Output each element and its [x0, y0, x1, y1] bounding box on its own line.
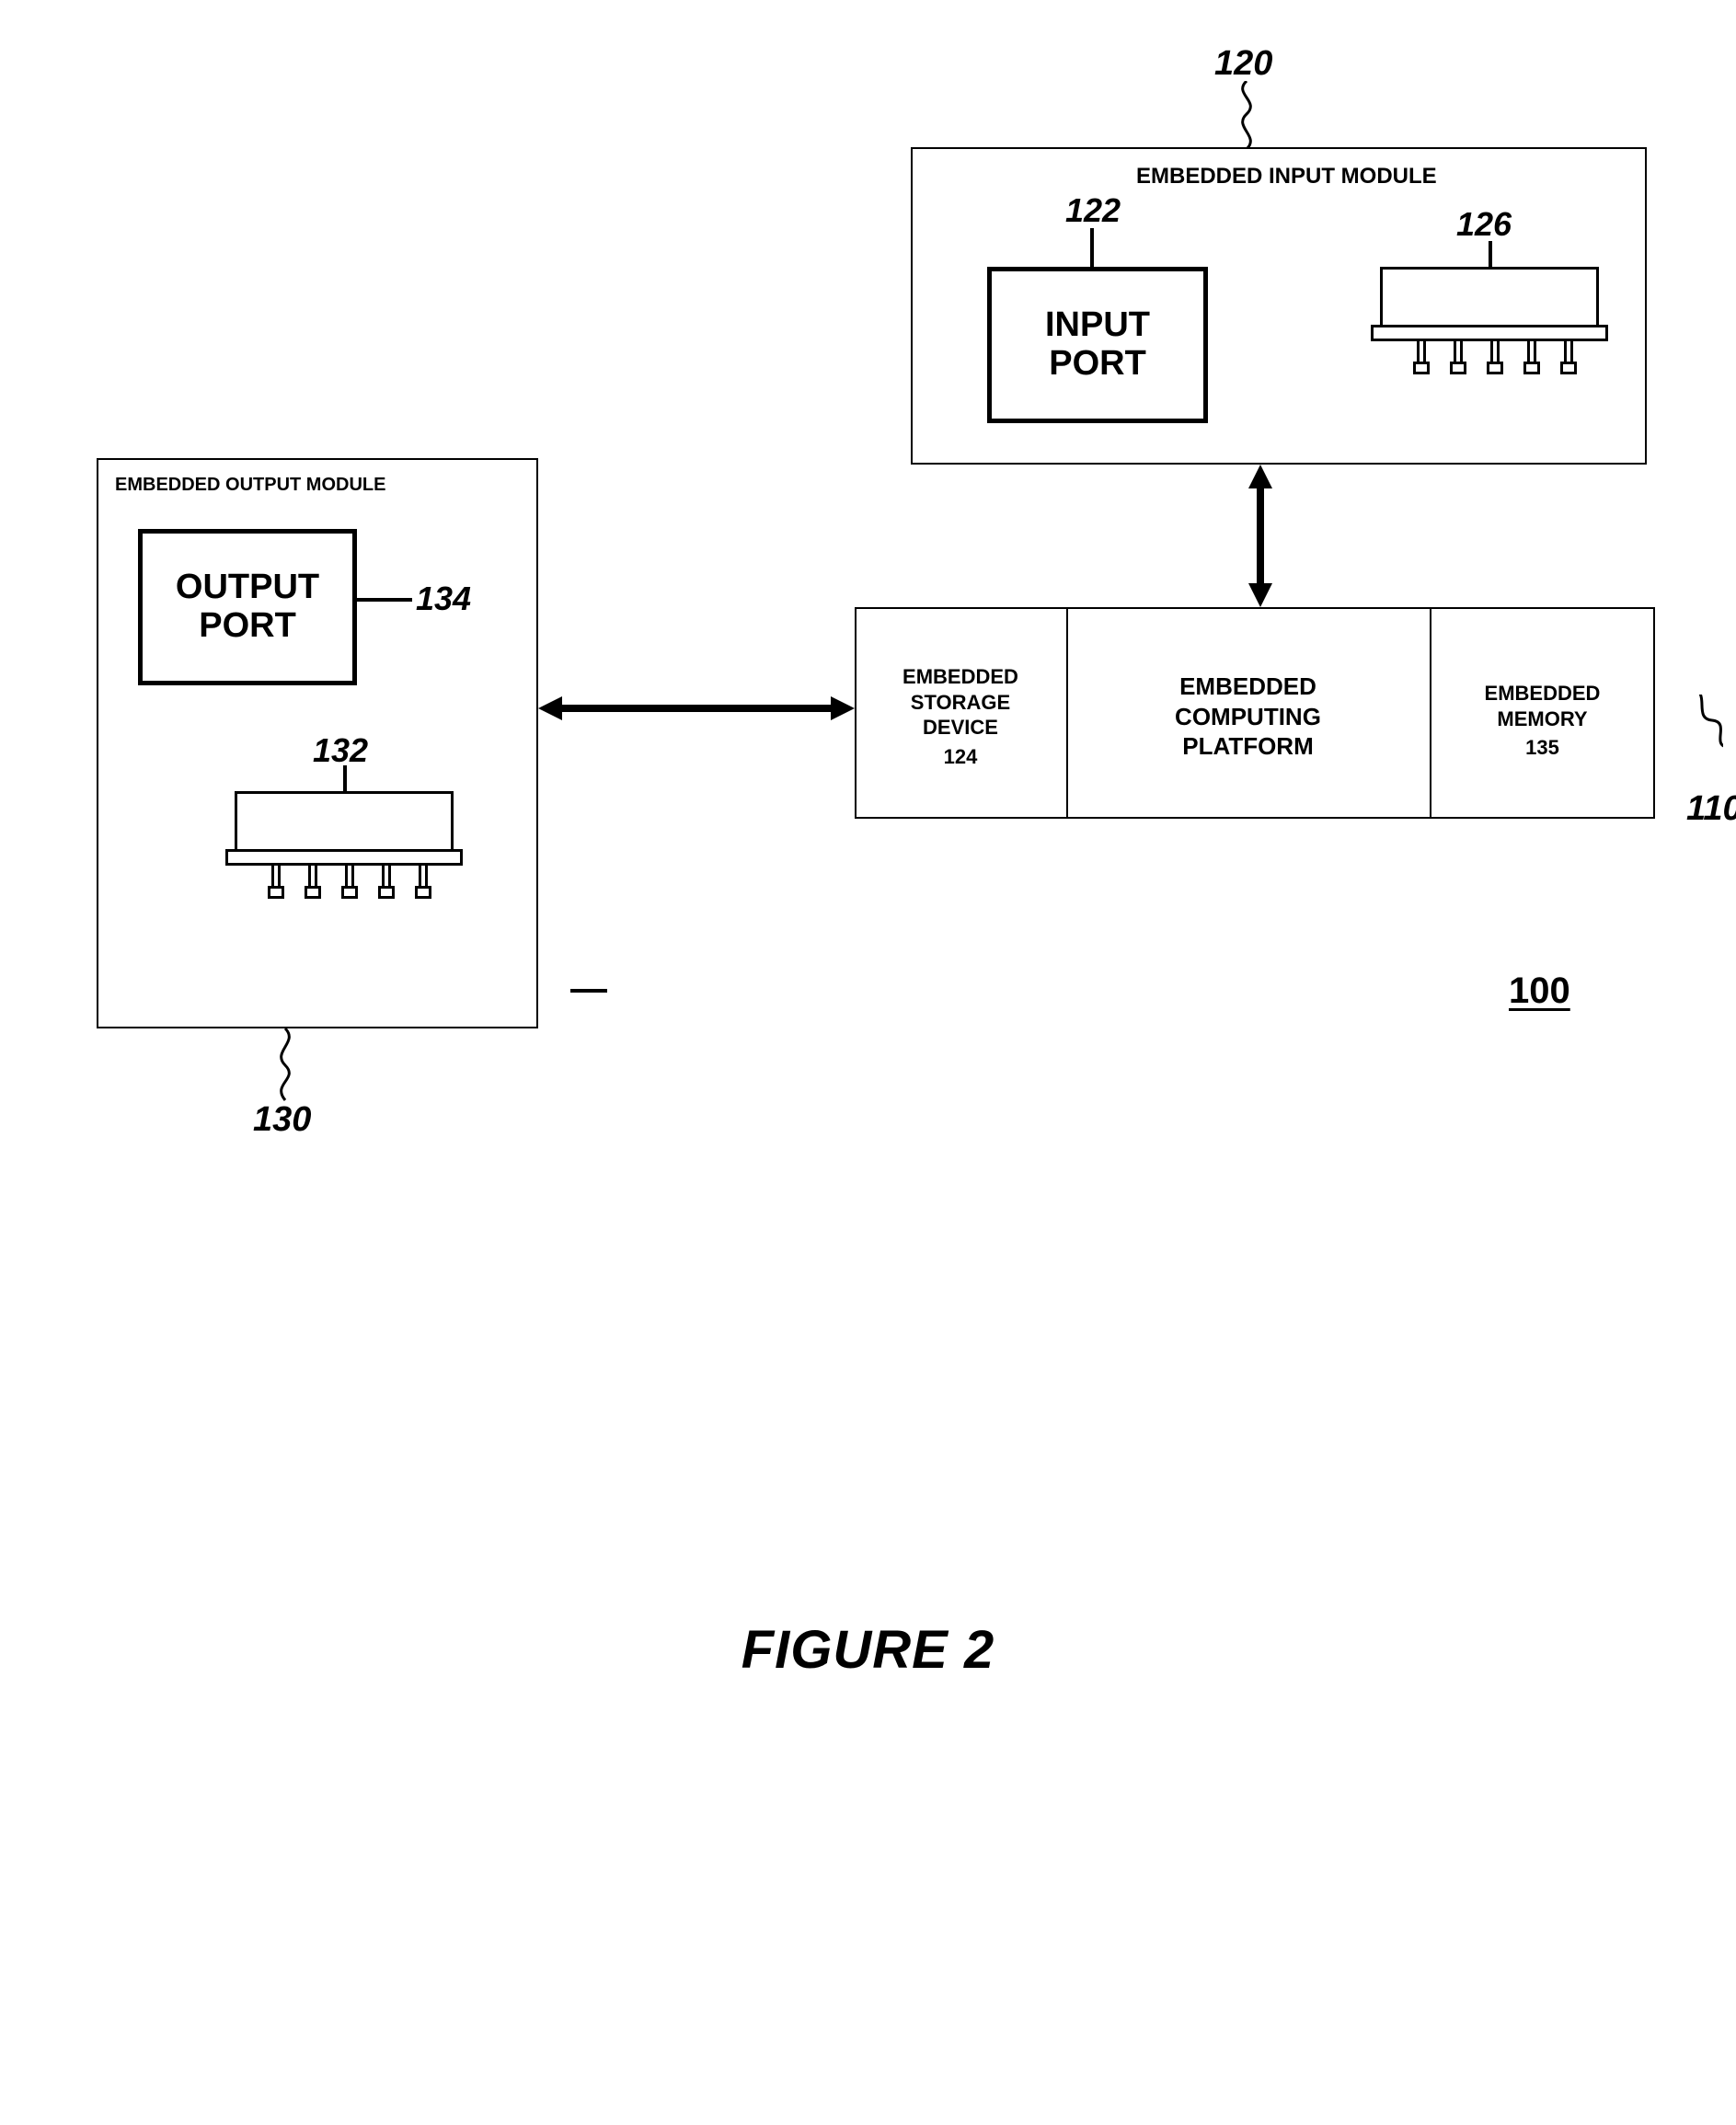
memory-ref: 135 [1430, 736, 1655, 760]
connector-body [1380, 267, 1599, 327]
arrow-top-shaft [1257, 488, 1264, 583]
memory-label: EMBEDDED MEMORY [1430, 681, 1655, 731]
output-module-title: EMBEDDED OUTPUT MODULE [115, 475, 385, 496]
leader-to-122 [1086, 228, 1098, 269]
output-module-ref: 130 [253, 1100, 311, 1140]
page: EMBEDDED OUTPUT MODULE 130 OUTPUT PORT 1… [0, 0, 1736, 2125]
storage-ref: 124 [855, 745, 1066, 769]
output-connector-ref: 132 [313, 731, 368, 770]
figure-ref-100: 100 [1509, 971, 1570, 1012]
stray-mark [570, 989, 607, 993]
input-port-box: INPUT PORT [987, 267, 1208, 423]
connector-rail [1371, 325, 1608, 341]
leader-to-134 [357, 593, 412, 606]
storage-label: EMBEDDED STORAGE DEVICE [855, 664, 1066, 741]
input-connector-ref: 126 [1456, 205, 1512, 244]
input-module-title: EMBEDDED INPUT MODULE [1136, 164, 1437, 190]
output-port-label: OUTPUT PORT [176, 569, 319, 646]
leader-to-110 [1655, 695, 1723, 777]
platform-ref: 110 [1686, 789, 1736, 829]
input-module-ref: 120 [1214, 44, 1272, 84]
input-port-label: INPUT PORT [1045, 306, 1150, 384]
connector-rail [225, 849, 463, 866]
input-port-ref: 122 [1065, 191, 1121, 230]
connector-stub [1481, 241, 1500, 269]
figure-caption: FIGURE 2 [0, 1619, 1736, 1681]
arrow-left-shaft [562, 705, 831, 712]
arrow-left-head-l [538, 696, 562, 720]
output-port-ref: 134 [416, 580, 471, 618]
output-port-box: OUTPUT PORT [138, 529, 357, 685]
connector-body [235, 791, 454, 852]
leader-to-130 [244, 1028, 327, 1102]
computing-label: EMBEDDED COMPUTING PLATFORM [1066, 672, 1430, 762]
arrow-left-head-r [831, 696, 855, 720]
arrow-top-head-t [1248, 465, 1272, 488]
leader-to-120 [1205, 81, 1288, 149]
arrow-top-head-b [1248, 583, 1272, 607]
